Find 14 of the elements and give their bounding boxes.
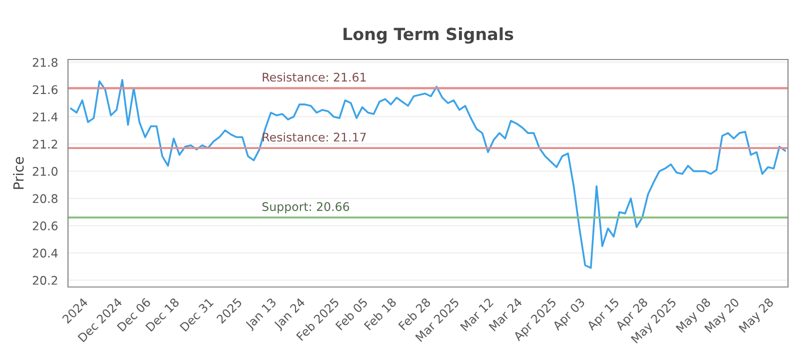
y-tick-label: 21.4 bbox=[32, 112, 58, 122]
y-tick-label: 21.8 bbox=[32, 58, 58, 67]
y-axis-title: Price bbox=[12, 157, 24, 189]
y-tick-label: 21.6 bbox=[32, 85, 58, 94]
y-tick-label: 21.2 bbox=[32, 140, 58, 148]
y-tick-label: 20.6 bbox=[32, 221, 58, 230]
ref-line-label: Resistance: 21.61 bbox=[262, 72, 366, 82]
y-tick-label: 20.2 bbox=[32, 276, 58, 285]
y-tick-label: 20.4 bbox=[32, 248, 58, 258]
x-tick-label: Dec 31 bbox=[180, 298, 214, 332]
y-tick-label: 21.0 bbox=[32, 166, 58, 176]
y-tick-label: 20.8 bbox=[32, 194, 58, 204]
ref-line-label: Support: 20.66 bbox=[262, 202, 350, 214]
chart-title: Long Term Signals bbox=[344, 27, 514, 44]
